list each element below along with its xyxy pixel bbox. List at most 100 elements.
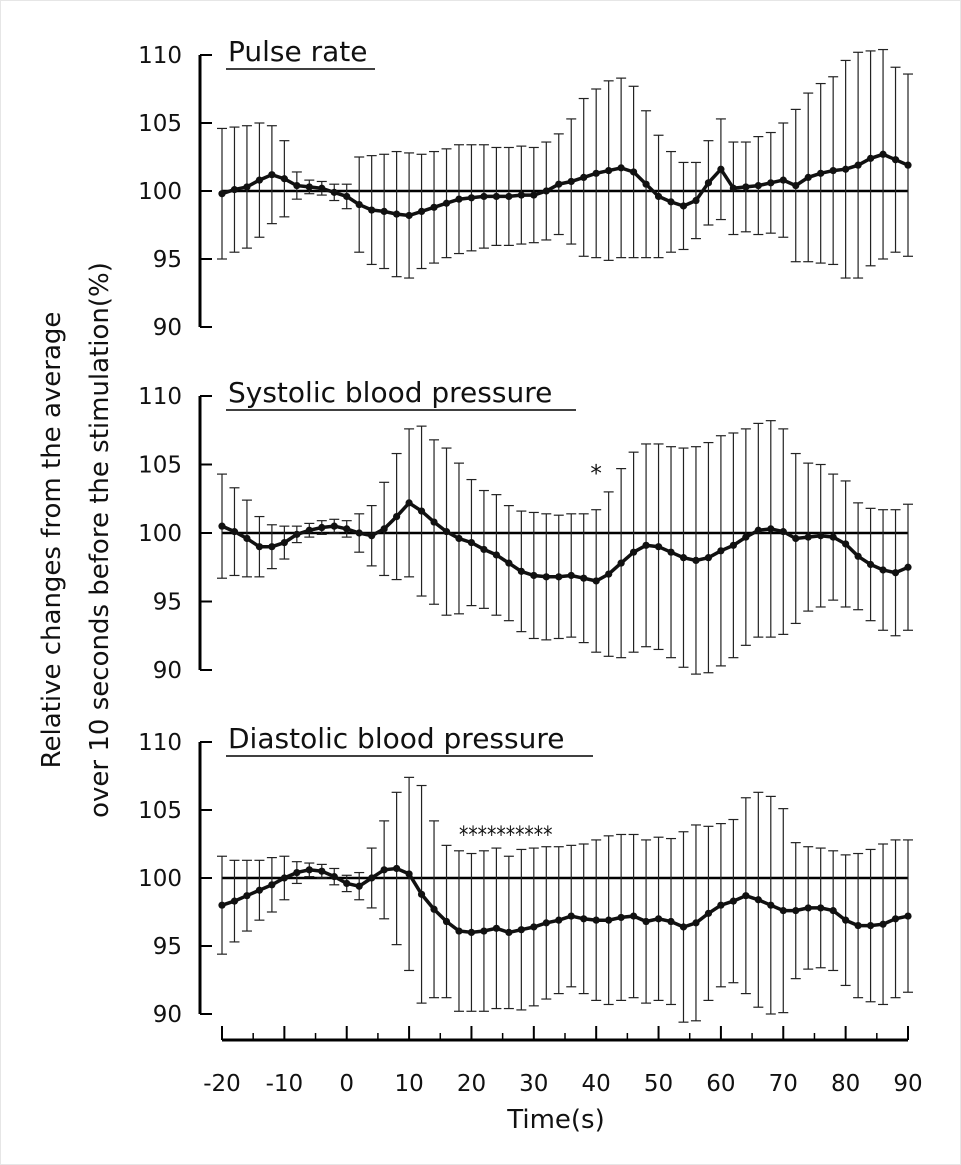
panel-title: Systolic blood pressure	[228, 376, 552, 409]
x-tick-label: 40	[582, 1071, 611, 1097]
mean-point	[230, 897, 239, 905]
mean-point	[617, 913, 625, 922]
mean-point	[343, 879, 351, 888]
x-axis-title: Time(s)	[506, 1105, 604, 1135]
mean-point	[480, 192, 488, 201]
mean-point	[380, 207, 388, 215]
mean-point	[455, 534, 463, 543]
mean-point	[505, 559, 513, 567]
mean-point	[467, 928, 476, 937]
mean-point	[804, 173, 812, 181]
mean-point	[293, 530, 301, 538]
mean-point	[866, 154, 875, 162]
mean-point	[891, 569, 900, 577]
mean-point	[630, 912, 638, 920]
x-tick-label: -20	[203, 1071, 241, 1097]
mean-point	[380, 866, 388, 874]
x-tick-label: 20	[457, 1071, 486, 1097]
mean-point	[417, 507, 426, 515]
mean-point	[804, 904, 812, 912]
y-axis-title-line2: over 10 seconds before the stimulation(%…	[85, 262, 115, 818]
mean-point	[243, 183, 251, 191]
mean-point	[679, 554, 688, 562]
y-tick-label: 100	[138, 866, 182, 892]
mean-point	[567, 571, 575, 580]
panel-title: Pulse rate	[228, 35, 368, 68]
mean-point	[255, 176, 264, 184]
y-tick-label: 100	[138, 521, 182, 547]
mean-point	[330, 188, 338, 196]
mean-point	[417, 207, 426, 215]
mean-point	[654, 915, 663, 923]
mean-point	[318, 867, 326, 875]
mean-point	[355, 882, 363, 890]
mean-point	[642, 541, 650, 549]
y-tick-label: 105	[138, 798, 182, 824]
mean-point	[480, 927, 488, 935]
mean-point	[555, 916, 563, 924]
mean-point	[492, 192, 500, 201]
mean-point	[829, 907, 837, 915]
mean-point	[218, 901, 226, 909]
mean-point	[779, 907, 787, 915]
mean-point	[355, 201, 363, 209]
mean-point	[305, 526, 313, 534]
mean-point	[530, 191, 538, 199]
mean-point	[442, 199, 451, 207]
mean-point	[729, 184, 737, 192]
mean-point	[717, 547, 725, 555]
mean-point	[854, 922, 862, 930]
mean-point	[754, 526, 762, 534]
mean-point	[580, 915, 588, 923]
mean-point	[792, 907, 800, 915]
mean-point	[704, 909, 713, 917]
mean-point	[530, 571, 538, 580]
mean-point	[230, 186, 239, 194]
mean-point	[779, 176, 787, 184]
mean-point	[779, 528, 787, 536]
mean-point	[530, 923, 538, 931]
mean-point	[567, 912, 575, 920]
mean-point	[442, 917, 451, 926]
x-tick-label: 60	[706, 1071, 735, 1097]
mean-point	[580, 574, 588, 582]
mean-point	[804, 533, 812, 541]
y-tick-label: 110	[138, 730, 182, 756]
mean-point	[305, 866, 313, 874]
mean-point	[230, 528, 239, 536]
mean-point	[430, 518, 438, 526]
x-tick-label: 0	[339, 1071, 354, 1097]
mean-point	[866, 560, 875, 569]
mean-point	[355, 529, 363, 537]
x-tick-label: -10	[266, 1071, 304, 1097]
mean-point	[692, 196, 700, 205]
mean-point	[517, 926, 525, 934]
mean-point	[243, 892, 251, 900]
x-axis: -20 -10 0 10 20 30 40 50 60 70 80 90	[203, 1026, 923, 1097]
mean-point	[717, 165, 725, 173]
mean-point	[430, 203, 438, 211]
mean-point	[393, 864, 401, 873]
mean-point	[642, 180, 650, 188]
mean-point	[729, 897, 737, 905]
mean-point	[218, 190, 226, 198]
y-tick-label: 90	[153, 1002, 182, 1028]
mean-point	[854, 552, 862, 560]
mean-point	[817, 904, 825, 912]
mean-point	[792, 181, 800, 190]
mean-point	[667, 198, 675, 206]
mean-point	[555, 573, 563, 581]
mean-point	[904, 161, 912, 169]
mean-point	[592, 916, 600, 924]
mean-point	[692, 556, 700, 565]
mean-point	[742, 183, 750, 191]
significance-marker: **********	[459, 823, 553, 849]
mean-point	[368, 874, 376, 882]
mean-point	[817, 169, 825, 177]
mean-point	[842, 916, 850, 924]
mean-point	[343, 192, 351, 201]
x-tick-label: 80	[831, 1071, 860, 1097]
mean-point	[480, 545, 488, 554]
mean-point	[891, 156, 900, 164]
